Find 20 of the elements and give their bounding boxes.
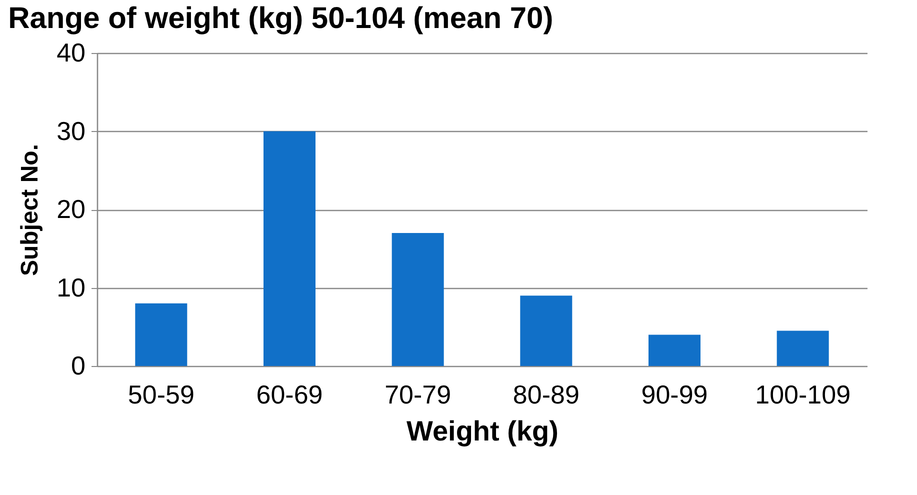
- x-tick-label: 100-109: [755, 380, 851, 410]
- y-tick-label: 0: [71, 350, 86, 380]
- bar: [135, 303, 188, 366]
- y-tick-label: 30: [56, 116, 86, 146]
- x-tick-label: 60-69: [256, 380, 323, 410]
- x-tick-label: 50-59: [128, 380, 194, 410]
- x-tick-label: 90-99: [641, 380, 708, 410]
- x-tick-label: 80-89: [512, 380, 580, 410]
- bar: [264, 131, 316, 366]
- y-tick-label: 40: [56, 38, 86, 68]
- y-tick-label: 10: [56, 272, 86, 302]
- bar: [520, 296, 572, 366]
- bar: [392, 232, 444, 366]
- x-tick-label: 70-79: [384, 380, 452, 410]
- chart-title: Range of weight (kg) 50-104 (mean 70): [8, 2, 554, 35]
- x-axis-title: Weight (kg): [406, 416, 558, 446]
- y-axis-title: Subject No.: [16, 144, 44, 276]
- bar: [776, 330, 829, 366]
- y-tick-label: 20: [56, 194, 86, 224]
- bar: [648, 334, 700, 366]
